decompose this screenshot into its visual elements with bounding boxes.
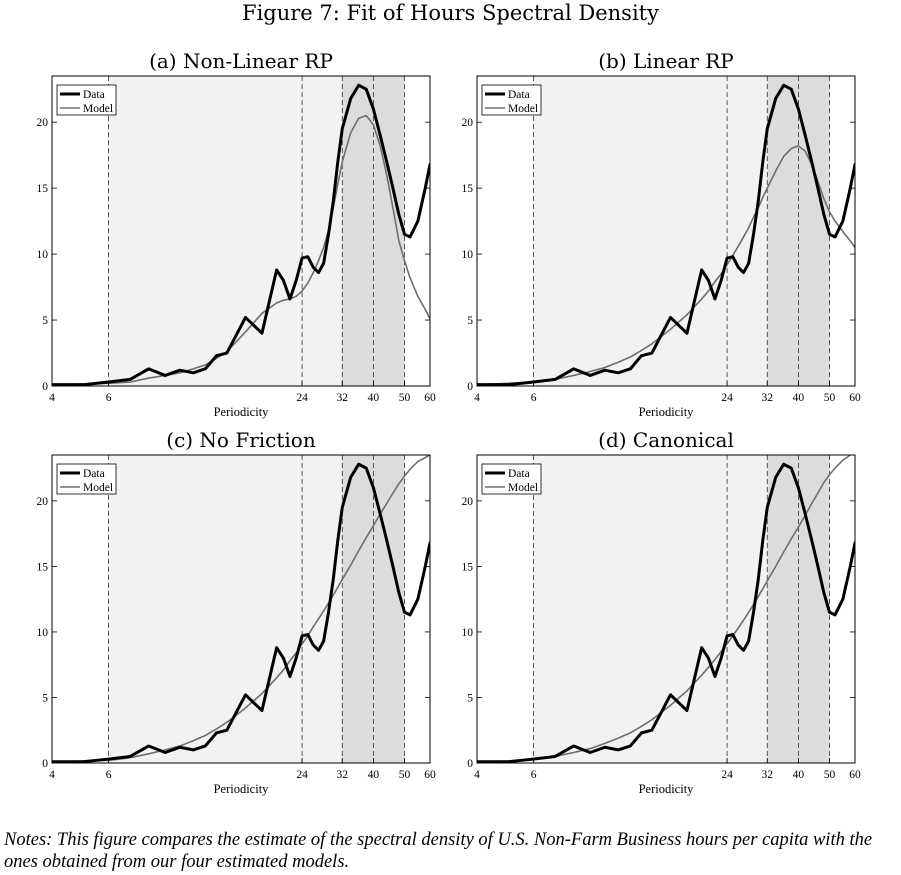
legend-box <box>56 463 117 495</box>
x-tick-label-50: 50 <box>824 769 836 781</box>
legend: Data Model <box>56 463 117 495</box>
x-tick-label-6: 6 <box>531 769 537 781</box>
y-tick-label-10: 10 <box>462 249 474 261</box>
y-tick-label-15: 15 <box>37 183 49 195</box>
legend-label-model: Model <box>83 103 113 115</box>
panel-title: (b) Linear RP <box>598 49 734 73</box>
x-tick-label-60: 60 <box>424 769 436 781</box>
x-tick-label-4: 4 <box>474 769 480 781</box>
legend-box <box>481 84 542 116</box>
x-tick-label-60: 60 <box>424 392 436 404</box>
legend: Data Model <box>481 463 542 495</box>
y-tick-label-10: 10 <box>37 249 49 261</box>
series-line-data <box>477 83 855 386</box>
figure-title: Figure 7: Fit of Hours Spectral Density <box>242 1 659 25</box>
legend: Data Model <box>56 84 117 116</box>
x-axis-label: Periodicity <box>214 782 270 796</box>
x-axis-label: Periodicity <box>639 782 695 796</box>
x-tick-label-24: 24 <box>721 769 733 781</box>
legend-label-model: Model <box>508 482 538 494</box>
series-line-model <box>52 455 430 763</box>
series-line-data <box>52 83 430 386</box>
panel-canonical: 0 5 10 15 20 4 6 24 32 40 50 60 (d) Canonical Periodi… <box>462 428 862 796</box>
legend-label-data: Data <box>83 468 105 480</box>
x-tick-label-32: 32 <box>337 392 349 404</box>
y-tick-label-5: 5 <box>42 692 48 704</box>
y-tick-label-0: 0 <box>467 381 473 393</box>
figure-notes: Notes: This figure compares the estimate… <box>4 830 873 872</box>
x-tick-label-4: 4 <box>49 769 55 781</box>
axes-frame <box>476 75 856 387</box>
axes-frame <box>476 454 856 764</box>
legend: Data Model <box>481 84 542 116</box>
y-tick-label-20: 20 <box>37 496 49 508</box>
x-tick-label-50: 50 <box>399 769 411 781</box>
x-tick-label-50: 50 <box>824 392 836 404</box>
legend-label-data: Data <box>83 89 105 101</box>
x-tick-label-60: 60 <box>849 769 861 781</box>
y-tick-label-15: 15 <box>462 183 474 195</box>
axes-frame <box>51 454 431 764</box>
y-tick-label-20: 20 <box>462 117 474 129</box>
legend-box <box>481 463 542 495</box>
y-tick-label-10: 10 <box>462 627 474 639</box>
x-tick-label-6: 6 <box>106 769 112 781</box>
x-tick-label-32: 32 <box>337 769 349 781</box>
panel-linear-rp: 0 5 10 15 20 4 6 24 32 40 50 60 (b) Linear RP Periodi… <box>462 49 862 419</box>
y-tick-label-15: 15 <box>462 561 474 573</box>
x-tick-label-6: 6 <box>106 392 112 404</box>
x-tick-label-4: 4 <box>49 392 55 404</box>
x-tick-label-24: 24 <box>296 769 308 781</box>
y-tick-label-0: 0 <box>467 758 473 770</box>
x-tick-label-24: 24 <box>296 392 308 404</box>
x-tick-label-40: 40 <box>793 769 805 781</box>
legend-label-data: Data <box>508 89 530 101</box>
y-tick-label-20: 20 <box>37 117 49 129</box>
panel-no-friction: 0 5 10 15 20 4 6 24 32 40 50 60 (c) No Friction Perio… <box>37 428 437 796</box>
x-axis-label: Periodicity <box>214 405 270 419</box>
y-tick-label-15: 15 <box>37 561 49 573</box>
legend-label-model: Model <box>508 103 538 115</box>
legend-label-data: Data <box>508 468 530 480</box>
x-tick-label-40: 40 <box>368 769 380 781</box>
x-tick-label-32: 32 <box>762 392 774 404</box>
series-line-data <box>477 462 855 763</box>
y-tick-label-5: 5 <box>42 315 48 327</box>
y-tick-label-20: 20 <box>462 496 474 508</box>
series-line-model <box>477 455 852 763</box>
x-tick-label-32: 32 <box>762 769 774 781</box>
panel-title: (a) Non-Linear RP <box>149 49 333 73</box>
panel-title: (d) Canonical <box>598 428 734 452</box>
legend-label-model: Model <box>83 482 113 494</box>
y-tick-label-5: 5 <box>467 315 473 327</box>
x-tick-label-6: 6 <box>531 392 537 404</box>
x-axis-label: Periodicity <box>639 405 695 419</box>
panel-non-linear-rp: 0 5 10 15 20 4 6 24 32 40 50 60 (a) Non-Linear RP Per… <box>37 49 437 419</box>
y-tick-label-0: 0 <box>42 381 48 393</box>
x-tick-label-40: 40 <box>368 392 380 404</box>
series-line-data <box>52 462 430 763</box>
axes-frame <box>51 75 431 387</box>
y-tick-label-10: 10 <box>37 627 49 639</box>
y-tick-label-5: 5 <box>467 692 473 704</box>
x-tick-label-60: 60 <box>849 392 861 404</box>
x-tick-label-40: 40 <box>793 392 805 404</box>
legend-box <box>56 84 117 116</box>
panel-title: (c) No Friction <box>166 428 316 452</box>
x-tick-label-24: 24 <box>721 392 733 404</box>
y-tick-label-0: 0 <box>42 758 48 770</box>
x-tick-label-50: 50 <box>399 392 411 404</box>
x-tick-label-4: 4 <box>474 392 480 404</box>
